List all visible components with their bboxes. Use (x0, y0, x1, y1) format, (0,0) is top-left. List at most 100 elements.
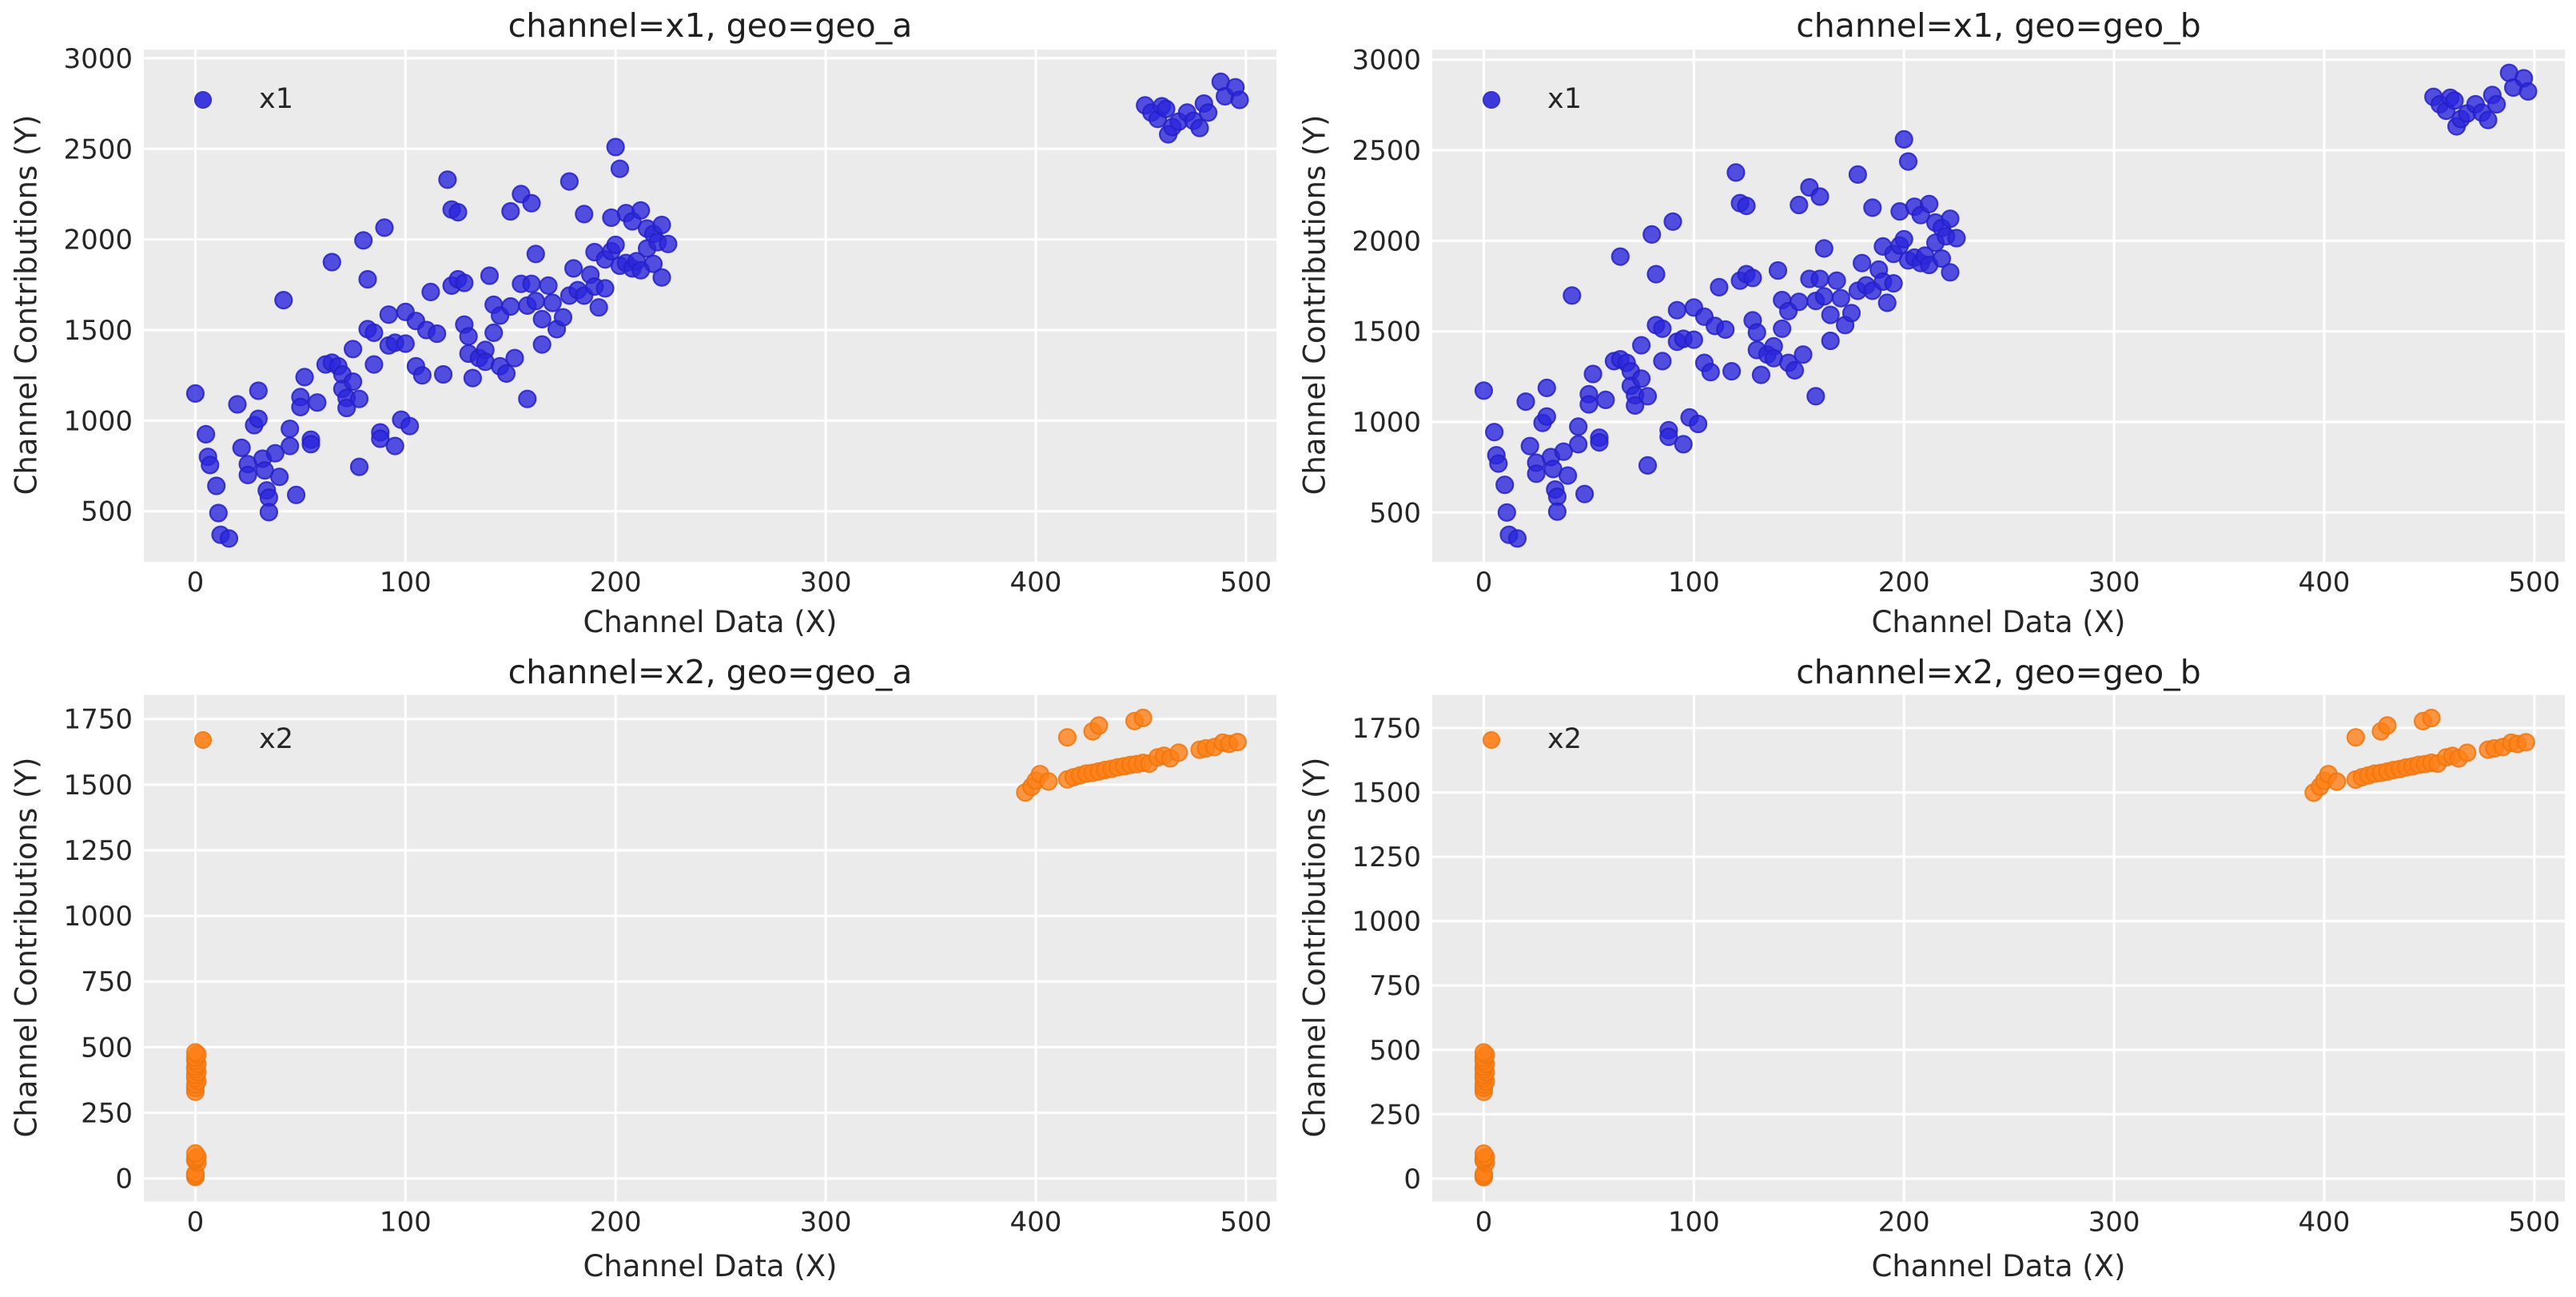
scatter-point (1575, 484, 1595, 503)
scatter-point (1157, 99, 1176, 118)
scatter-point (1638, 456, 1658, 475)
scatter-point (1653, 319, 1672, 338)
scatter-point (1716, 320, 1735, 339)
scatter-point (1474, 1144, 1493, 1164)
scatter-point (428, 324, 447, 344)
scatter-point (1579, 395, 1599, 414)
plot-area: 0 100 200 300 400 500 0 250 500 750 1000 1250 1500 17… (63, 694, 1276, 1239)
scatter-point (1632, 336, 1651, 355)
x-tick-label: 0 (187, 567, 205, 599)
scatter-point (1133, 708, 1153, 728)
y-axis-label: Channel Contributions (Y) (1297, 757, 1332, 1138)
scatter-point (270, 467, 289, 487)
scatter-point (1737, 197, 1756, 216)
y-tick-label: 1250 (63, 835, 133, 867)
scatter-point (433, 364, 453, 384)
scatter-point (185, 1043, 205, 1062)
x-axis-label: Channel Data (X) (583, 605, 838, 639)
scatter-point (659, 234, 678, 253)
scatter-point (1726, 163, 1746, 182)
scatter-point (1810, 269, 1829, 288)
scatter-point (1806, 387, 1825, 406)
scatter-point (522, 193, 541, 213)
y-tick-label: 1000 (63, 405, 133, 437)
scatter-point (652, 215, 671, 235)
scatter-point (1537, 407, 1556, 426)
scatter-point (505, 348, 524, 368)
scatter-point (1841, 304, 1861, 323)
y-axis-label: Channel Contributions (Y) (9, 757, 44, 1138)
scatter-point (1667, 300, 1686, 320)
scatter-point (249, 409, 268, 428)
scatter-point (295, 368, 314, 387)
scatter-point (228, 395, 247, 414)
scatter-point (1489, 454, 1508, 473)
y-tick-label: 1500 (63, 770, 133, 802)
scatter-point (1596, 390, 1615, 409)
y-tick-label: 1750 (63, 704, 133, 736)
axes-background (1432, 50, 2565, 562)
scatter-point (1583, 364, 1603, 384)
scatter-point (1688, 414, 1708, 434)
y-axis-label: Channel Contributions (Y) (1297, 114, 1332, 495)
scatter-point (526, 245, 545, 264)
scatter-point (219, 529, 239, 548)
scatter-point (1722, 362, 1742, 381)
y-tick-label: 500 (81, 496, 133, 528)
scatter-point (1495, 475, 1515, 495)
y-tick-label: 1750 (1352, 713, 1421, 745)
axes-background (144, 50, 1276, 562)
scatter-point (553, 308, 573, 327)
scatter-point (1198, 103, 1218, 122)
scatter-point (1831, 288, 1850, 308)
scatter-point (1554, 442, 1573, 461)
scatter-point (526, 292, 545, 311)
scatter-point (1527, 464, 1546, 483)
scatter-point (463, 368, 483, 388)
scatter-point (185, 384, 205, 403)
y-tick-label: 500 (81, 1032, 133, 1064)
scatter-point (1610, 247, 1630, 266)
scatter-point (543, 293, 562, 312)
scatter-point (1773, 319, 1792, 338)
scatter-point (358, 269, 377, 289)
y-tick-label: 0 (115, 1164, 133, 1196)
scatter-point (396, 334, 415, 353)
x-tick-label: 0 (1475, 567, 1493, 599)
scatter-point (1920, 194, 1939, 213)
x-tick-label: 200 (1878, 1207, 1930, 1239)
scatter-point (1684, 330, 1703, 349)
scatter-point (631, 201, 651, 220)
scatter-point (421, 282, 440, 301)
scatter-point (259, 503, 278, 522)
scatter-point (197, 424, 216, 444)
plot-area: 0 100 200 300 400 500 500 1000 1500 2000 2500 3000 (1352, 45, 2565, 599)
scatter-point (1646, 265, 1666, 284)
scatter-point (2486, 94, 2506, 114)
y-tick-label: 1000 (1352, 407, 1421, 439)
scatter-point (480, 266, 500, 285)
scatter-point (1863, 198, 1882, 217)
plot-title: channel=x2, geo=geo_a (508, 653, 913, 691)
scatter-point (1894, 229, 1913, 249)
scatter-point (1790, 195, 1809, 215)
scatter-point (1632, 369, 1651, 388)
scatter-point (448, 203, 468, 222)
scatter-point (610, 159, 630, 178)
scatter-point (532, 335, 551, 354)
scatter-point (1537, 378, 1556, 397)
scatter-point (2458, 743, 2477, 762)
scatter-point (522, 274, 541, 293)
scatter-point (652, 268, 671, 287)
scatter-point (606, 235, 625, 254)
x-tick-label: 300 (800, 567, 852, 599)
subplot-channel-x2-geo-a: 0 100 200 300 400 500 0 250 500 750 1000 1250 1500 17… (0, 649, 1288, 1297)
y-tick-label: 2500 (1352, 135, 1421, 167)
scatter-point (1590, 432, 1609, 452)
scatter-point (1497, 503, 1516, 522)
scatter-point (1547, 502, 1567, 521)
scatter-point (1747, 323, 1766, 342)
scatter-point (595, 279, 615, 298)
y-tick-label: 0 (1403, 1164, 1421, 1196)
plot-area: 0 100 200 300 400 500 500 1000 1500 2000 2500 3000 (63, 43, 1276, 599)
